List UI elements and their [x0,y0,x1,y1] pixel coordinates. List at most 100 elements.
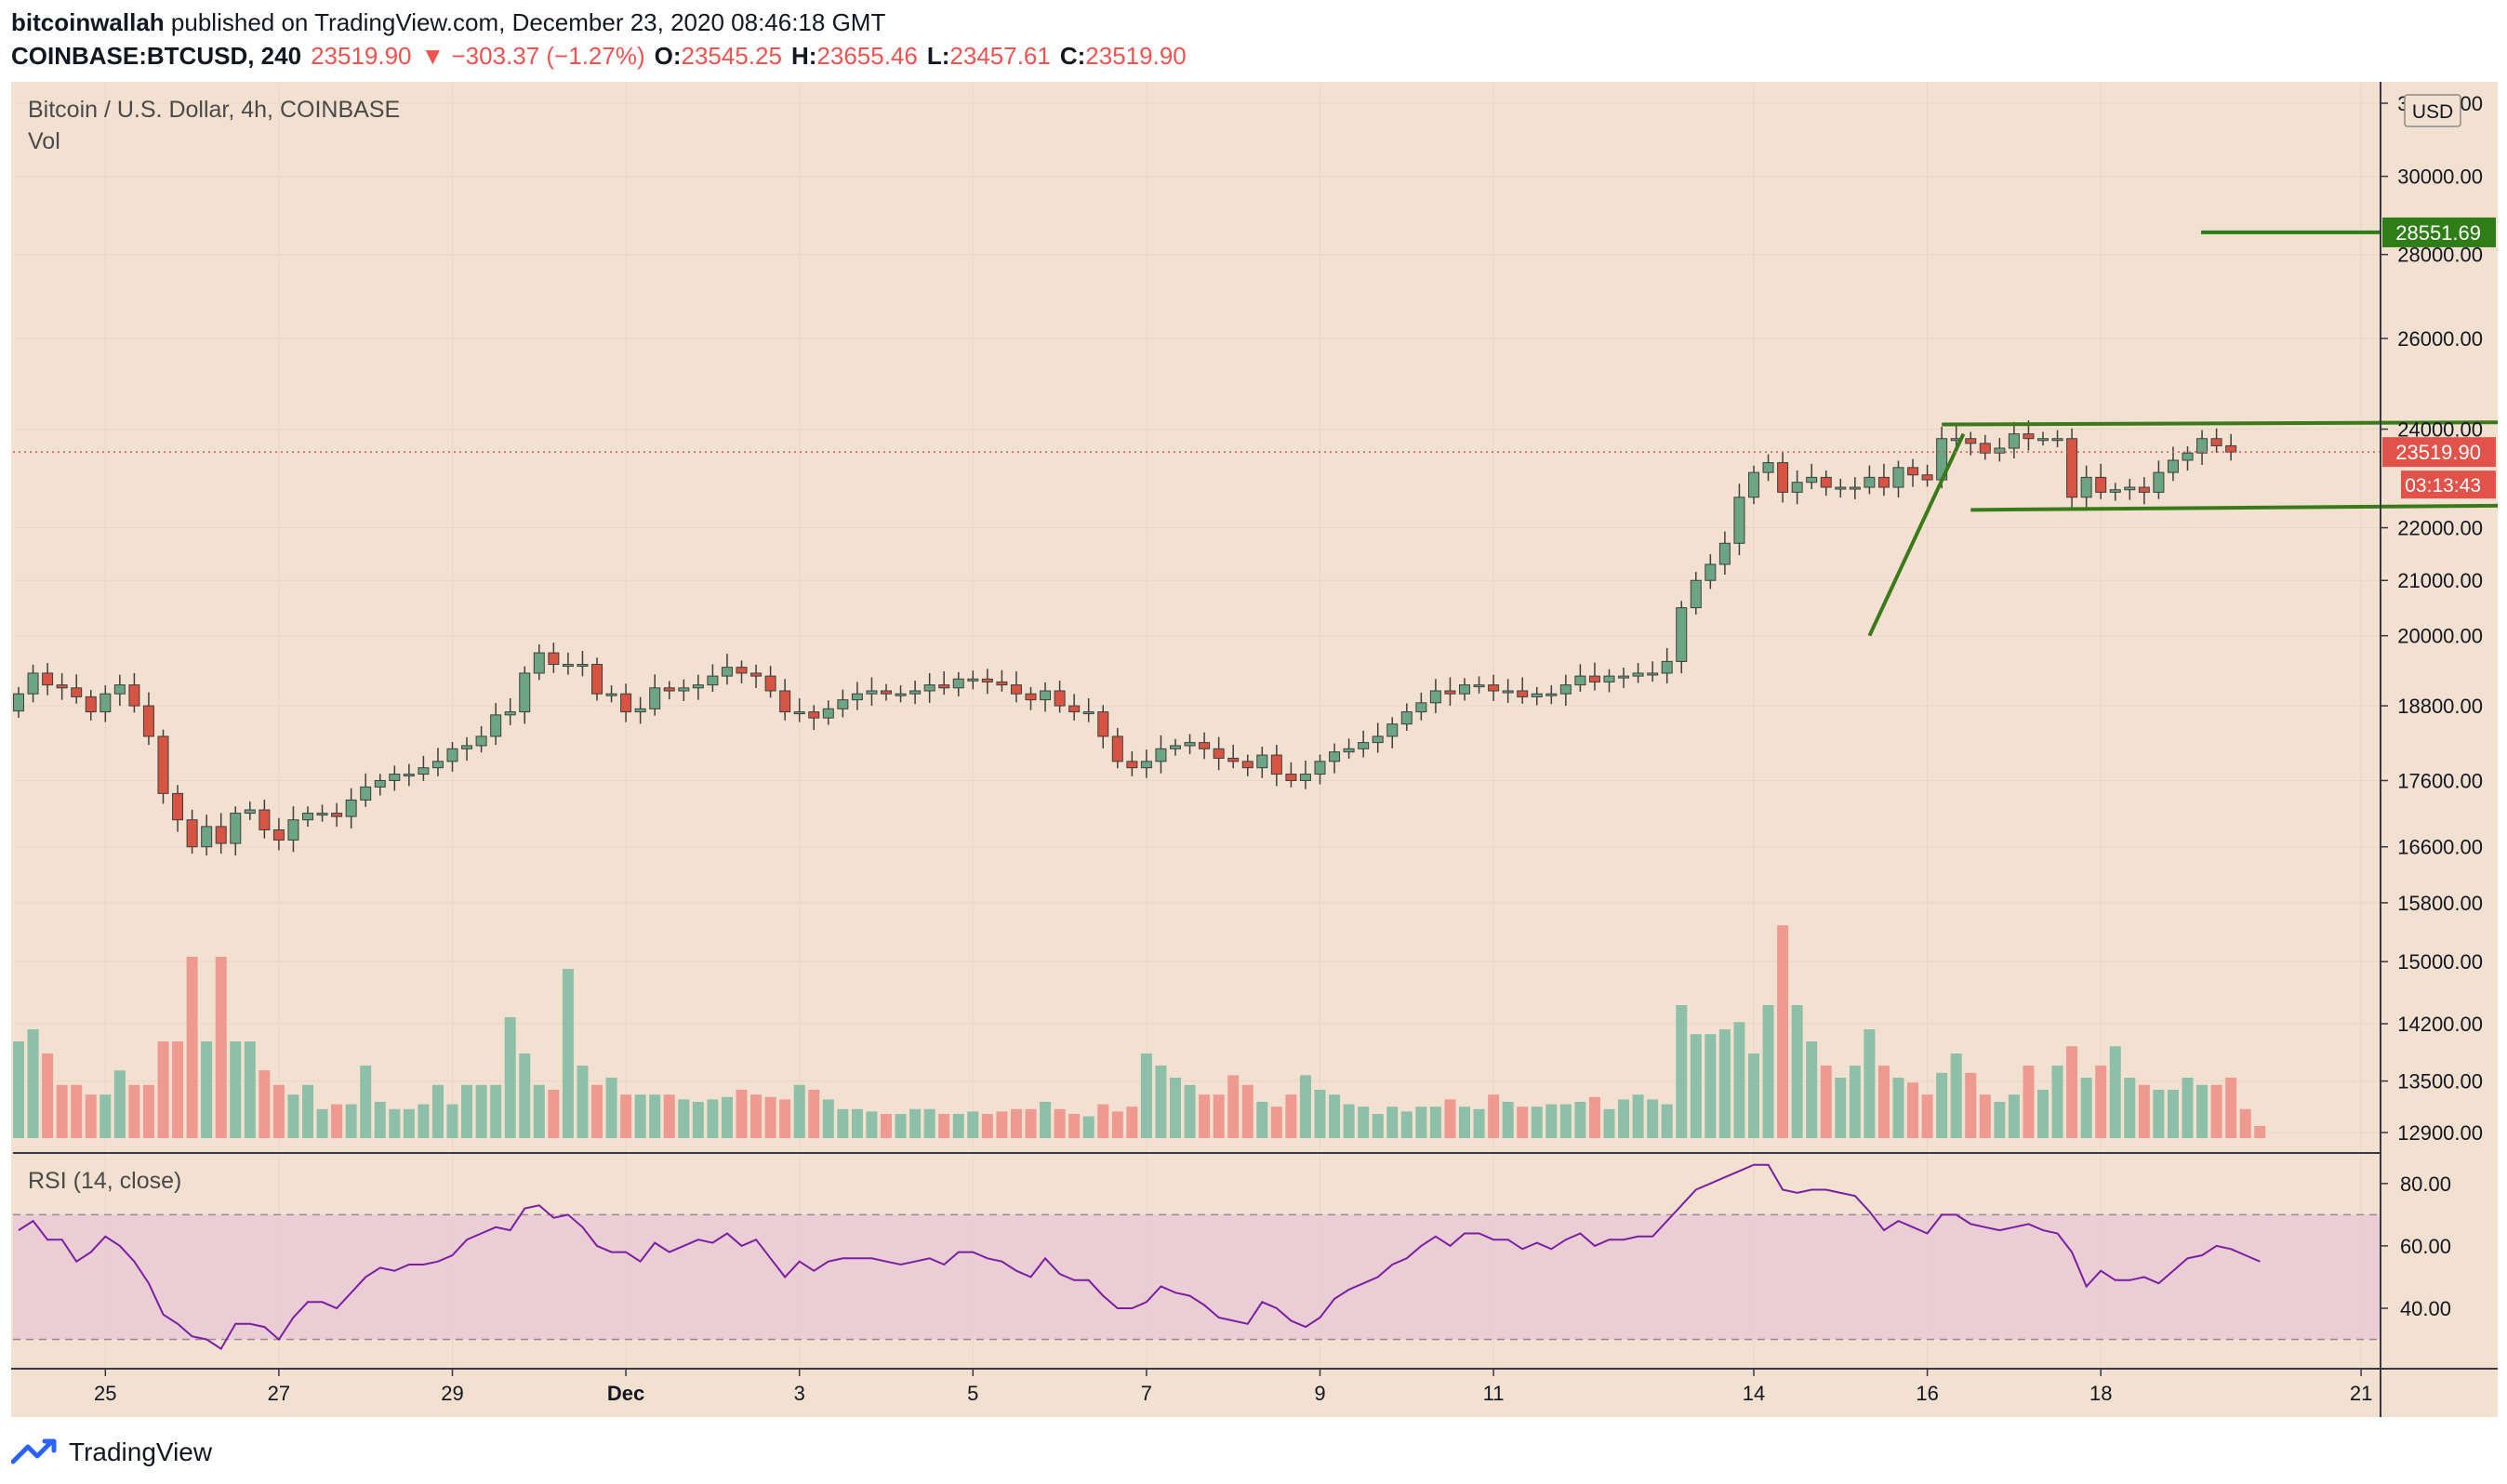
channel-upper-line[interactable] [1942,420,2498,427]
candle-body [2080,476,2092,498]
candle-body [259,809,271,831]
rsi-tick-label: 60.00 [2400,1235,2451,1258]
candle-body [1531,693,1543,697]
candle-body [2051,438,2063,442]
volume-bar [446,1104,458,1138]
volume-bar [504,1017,516,1138]
time-tick-label: 5 [967,1382,978,1405]
volume-bar [13,1041,24,1138]
volume-bar [1647,1099,1659,1138]
candle-body [1082,711,1094,715]
volume-bar [533,1084,545,1138]
candle-body [1155,748,1167,762]
candle-body [2023,433,2035,440]
volume-bar [1704,1034,1717,1138]
candle-body [837,699,849,709]
channel-lower-line[interactable] [1970,503,2498,512]
volume-bar [1025,1108,1037,1138]
volume-bar [2153,1090,2165,1138]
volume-bar [1140,1053,1152,1138]
low-value: 23457.61 [949,42,1051,70]
volume-bar [230,1041,242,1138]
candle-body [1921,474,1933,481]
volume-bar [2138,1084,2150,1138]
candle-body [475,735,487,747]
rsi-band [13,1214,2381,1340]
candle-body [1140,761,1152,769]
candle-body [1256,754,1268,769]
price-tick-label: 14200.00 [2397,1013,2483,1036]
volume-bar [764,1096,776,1138]
candle-body [1386,723,1399,737]
time-tick-label: Dec [607,1382,644,1405]
volume-bar [1718,1029,1731,1138]
candle-body [1299,774,1311,781]
candle-body [490,714,502,737]
time-tick-label: 18 [2089,1382,2112,1405]
candle-body [750,672,763,677]
volume-bar [678,1099,690,1138]
price-tick-label: 26000.00 [2397,327,2483,351]
volume-bar [403,1108,415,1138]
candle-body [316,813,328,816]
volume-bar [1574,1102,1586,1138]
candle-body [1170,745,1181,749]
candle-body [779,690,791,713]
author-name[interactable]: bitcoinwallah [11,8,165,36]
candle-body [389,774,401,781]
volume-bar [1806,1041,1818,1138]
volume-bar [1213,1094,1225,1138]
volume-bar [822,1099,834,1138]
volume-bar [2225,1078,2237,1138]
volume-bar [2196,1084,2209,1138]
countdown-box [2401,470,2496,499]
volume-bar [1618,1099,1630,1138]
tradingview-logo-icon[interactable] [11,1436,60,1469]
volume-bar [2254,1126,2266,1138]
candle-body [360,786,372,801]
candle-body [1415,702,1427,713]
currency-badge[interactable] [2404,94,2461,127]
candle-body [172,792,184,821]
candle-body [1068,705,1081,713]
candle-body [1025,693,1037,701]
volume-bar [1097,1104,1109,1138]
volume-bar [1459,1106,1470,1138]
candle-body [2037,438,2049,442]
volume-bar [302,1084,313,1138]
volume-bar [1588,1096,1600,1138]
volume-bar [967,1111,979,1138]
candle-body [808,711,820,719]
candle-body [1777,462,1789,493]
candle-body [2167,459,2179,473]
level-price-box [2382,217,2496,247]
volume-bar [2008,1094,2020,1138]
last-price: 23519.90 [311,42,412,70]
candle-body [403,774,415,777]
chart-canvas[interactable]: 32000.0030000.0028000.0026000.0024000.00… [11,82,2498,1417]
volume-bar [1864,1029,1876,1138]
candle-body [881,690,892,695]
candle-body [663,687,675,692]
candle-body [2008,433,2020,449]
volume-bar [1835,1078,1847,1138]
volume-bar [808,1090,820,1138]
trend-line-flagpole[interactable] [1867,432,1966,637]
volume-bar [56,1084,68,1138]
candle-body [1545,693,1558,696]
volume-bar [1155,1066,1167,1138]
candle-body [186,819,198,848]
price-tick-label: 15000.00 [2397,950,2483,974]
high-value: 23655.46 [816,42,918,70]
volume-bar [952,1114,964,1138]
candle-body [2124,486,2136,491]
chart-header: bitcoinwallah published on TradingView.c… [11,6,2485,73]
volume-bar [1241,1084,1254,1138]
tradingview-brand[interactable]: TradingView [69,1438,213,1466]
candle-body [736,667,748,674]
price-tick-label: 15800.00 [2397,892,2483,915]
candle-body [418,767,430,775]
volume-bar [1748,1053,1759,1138]
volume-bar [1545,1104,1558,1138]
volume-bar [2124,1078,2136,1138]
